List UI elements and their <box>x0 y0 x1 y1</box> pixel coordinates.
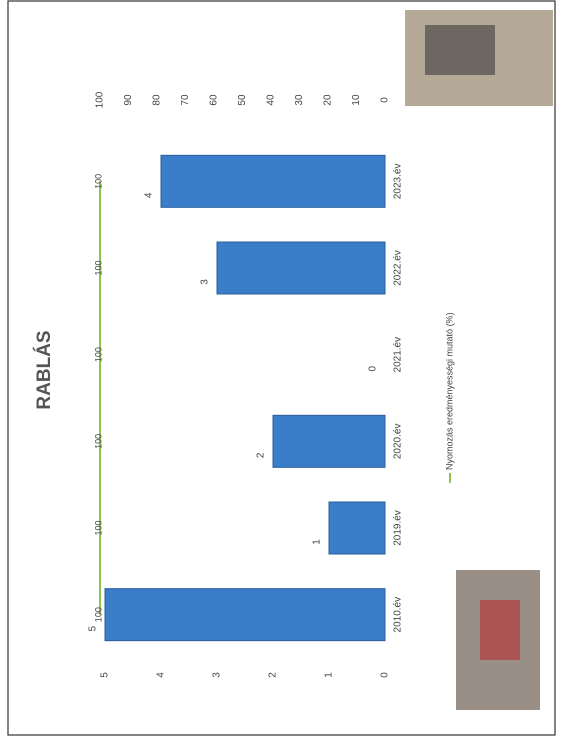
data-label: 4 <box>144 192 155 198</box>
photo-detail <box>480 600 520 660</box>
photo-detail <box>425 25 495 75</box>
data-label: 100 <box>93 347 103 362</box>
y2-tick-label: 70 <box>180 94 191 106</box>
x-tick-label: 2022.év <box>393 250 404 286</box>
data-label: 100 <box>93 607 103 622</box>
data-label: 100 <box>93 520 103 535</box>
x-tick-label: 2019.év <box>393 510 404 546</box>
chart: RABLÁS01234501020304050607080901002010.é… <box>33 91 454 678</box>
y-tick-label: 4 <box>156 672 167 678</box>
y2-tick-label: 50 <box>237 94 248 106</box>
data-label: 0 <box>368 365 379 371</box>
y2-tick-label: 60 <box>209 94 220 106</box>
bar <box>160 154 386 208</box>
bar <box>272 414 386 468</box>
data-label: 100 <box>93 434 103 449</box>
y2-tick-label: 80 <box>152 94 163 106</box>
y2-tick-label: 20 <box>323 94 334 106</box>
y2-tick-label: 90 <box>123 94 134 106</box>
bar <box>328 501 386 555</box>
y-tick-label: 0 <box>380 672 391 678</box>
chart-title: RABLÁS <box>33 330 55 409</box>
data-label: 3 <box>200 279 211 285</box>
x-tick-label: 2021.év <box>393 337 404 373</box>
y-tick-label: 2 <box>268 672 279 678</box>
data-label: 100 <box>93 174 103 189</box>
data-label: 100 <box>93 260 103 275</box>
data-label: 2 <box>256 452 267 458</box>
y2-tick-label: 30 <box>294 94 305 106</box>
page-border <box>7 0 556 736</box>
y2-tick-label: 100 <box>95 91 106 108</box>
y-tick-label: 5 <box>100 672 111 678</box>
x-tick-label: 2023.év <box>393 164 404 200</box>
x-tick-label: 2020.év <box>393 424 404 460</box>
y2-tick-label: 10 <box>351 94 362 106</box>
data-label: 1 <box>312 539 323 545</box>
y2-tick-label: 0 <box>380 97 391 103</box>
y2-tick-label: 40 <box>266 94 277 106</box>
data-label: 5 <box>88 625 99 631</box>
legend-label: Nyomozás eredményességi mutató (%) <box>444 312 454 470</box>
x-tick-label: 2010.év <box>393 597 404 633</box>
bar <box>216 241 386 295</box>
y-tick-label: 3 <box>212 672 223 678</box>
bar <box>104 588 386 642</box>
y-tick-label: 1 <box>324 672 335 678</box>
